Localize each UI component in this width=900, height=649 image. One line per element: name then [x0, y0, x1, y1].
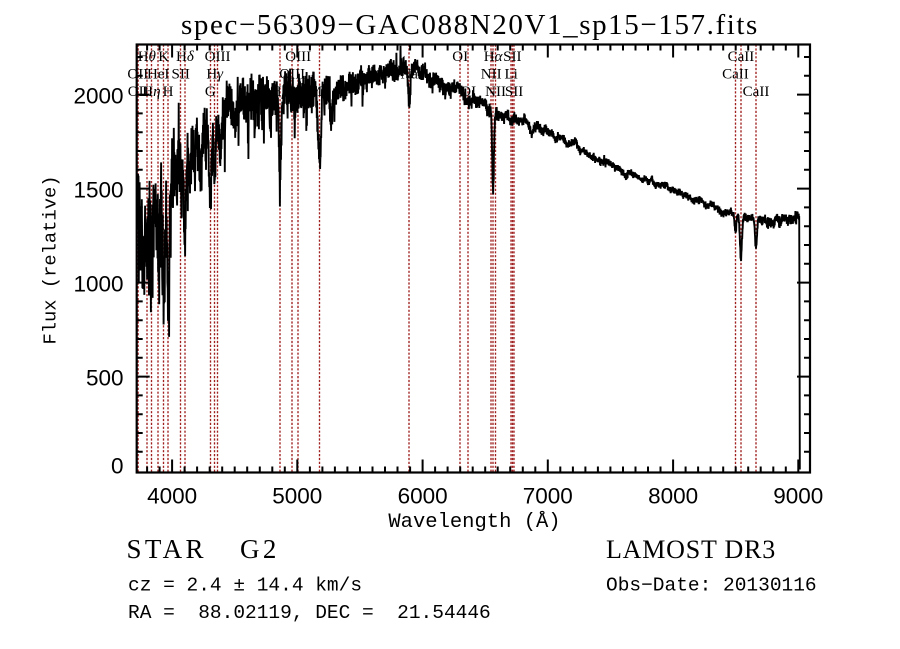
svg-text:9000: 9000: [773, 484, 823, 509]
svg-text:Hβ: Hβ: [271, 84, 290, 100]
svg-text:Li: Li: [505, 67, 518, 83]
svg-text:SII: SII: [172, 67, 190, 83]
svg-text:5000: 5000: [272, 484, 322, 509]
svg-text:Flux (relative): Flux (relative): [40, 175, 62, 344]
svg-text:HeI: HeI: [147, 67, 170, 83]
svg-text:Mg: Mg: [309, 84, 330, 100]
svg-text:SII: SII: [505, 84, 523, 100]
svg-text:LAMOST DR3: LAMOST DR3: [606, 535, 776, 564]
svg-text:Hα: Hα: [484, 49, 504, 65]
svg-text:G2: G2: [240, 534, 280, 564]
svg-text:0: 0: [111, 453, 124, 478]
svg-text:OIII: OIII: [285, 49, 311, 65]
svg-text:2000: 2000: [73, 83, 123, 108]
svg-text:G: G: [205, 84, 216, 100]
svg-text:Obs−Date: 20130116: Obs−Date: 20130116: [606, 575, 817, 597]
svg-text:1500: 1500: [73, 177, 123, 202]
svg-text:SII: SII: [503, 49, 521, 65]
svg-text:OII: OII: [128, 84, 149, 100]
svg-text:CaII: CaII: [722, 67, 749, 83]
svg-text:OIII: OIII: [205, 49, 231, 65]
svg-text:8000: 8000: [648, 484, 698, 509]
svg-text:7000: 7000: [523, 484, 573, 509]
svg-text:OI: OI: [452, 49, 468, 65]
svg-text:OI: OI: [460, 84, 476, 100]
svg-text:H: H: [163, 84, 174, 100]
svg-text:OIII: OIII: [279, 67, 305, 83]
svg-text:OII: OII: [127, 67, 148, 83]
svg-text:Hδ: Hδ: [176, 49, 195, 65]
svg-text:CaII: CaII: [743, 84, 770, 100]
svg-text:Hθ: Hθ: [138, 49, 157, 65]
svg-text:NII: NII: [481, 67, 502, 83]
svg-text:CaII: CaII: [728, 49, 755, 65]
svg-text:4000: 4000: [147, 484, 197, 509]
svg-text:STAR: STAR: [127, 534, 207, 564]
svg-text:Hγ: Hγ: [206, 67, 224, 83]
svg-text:1000: 1000: [73, 271, 123, 296]
svg-text:RA = 88.02119, DEC = 21.5444: RA = 88.02119, DEC = 21.54446: [128, 602, 491, 624]
svg-text:Wavelength (Å): Wavelength (Å): [388, 511, 560, 534]
svg-text:spec−56309−GAC088N20V1_sp15−15: spec−56309−GAC088N20V1_sp15−157.fits: [181, 9, 759, 41]
svg-text:6000: 6000: [398, 484, 448, 509]
svg-text:Na: Na: [400, 67, 418, 83]
svg-text:500: 500: [86, 365, 124, 390]
svg-text:cz = 2.4 ± 14.4 km/s: cz = 2.4 ± 14.4 km/s: [128, 575, 362, 597]
svg-text:NII: NII: [485, 84, 506, 100]
svg-text:K: K: [158, 49, 169, 65]
svg-text:Hη: Hη: [142, 84, 160, 100]
